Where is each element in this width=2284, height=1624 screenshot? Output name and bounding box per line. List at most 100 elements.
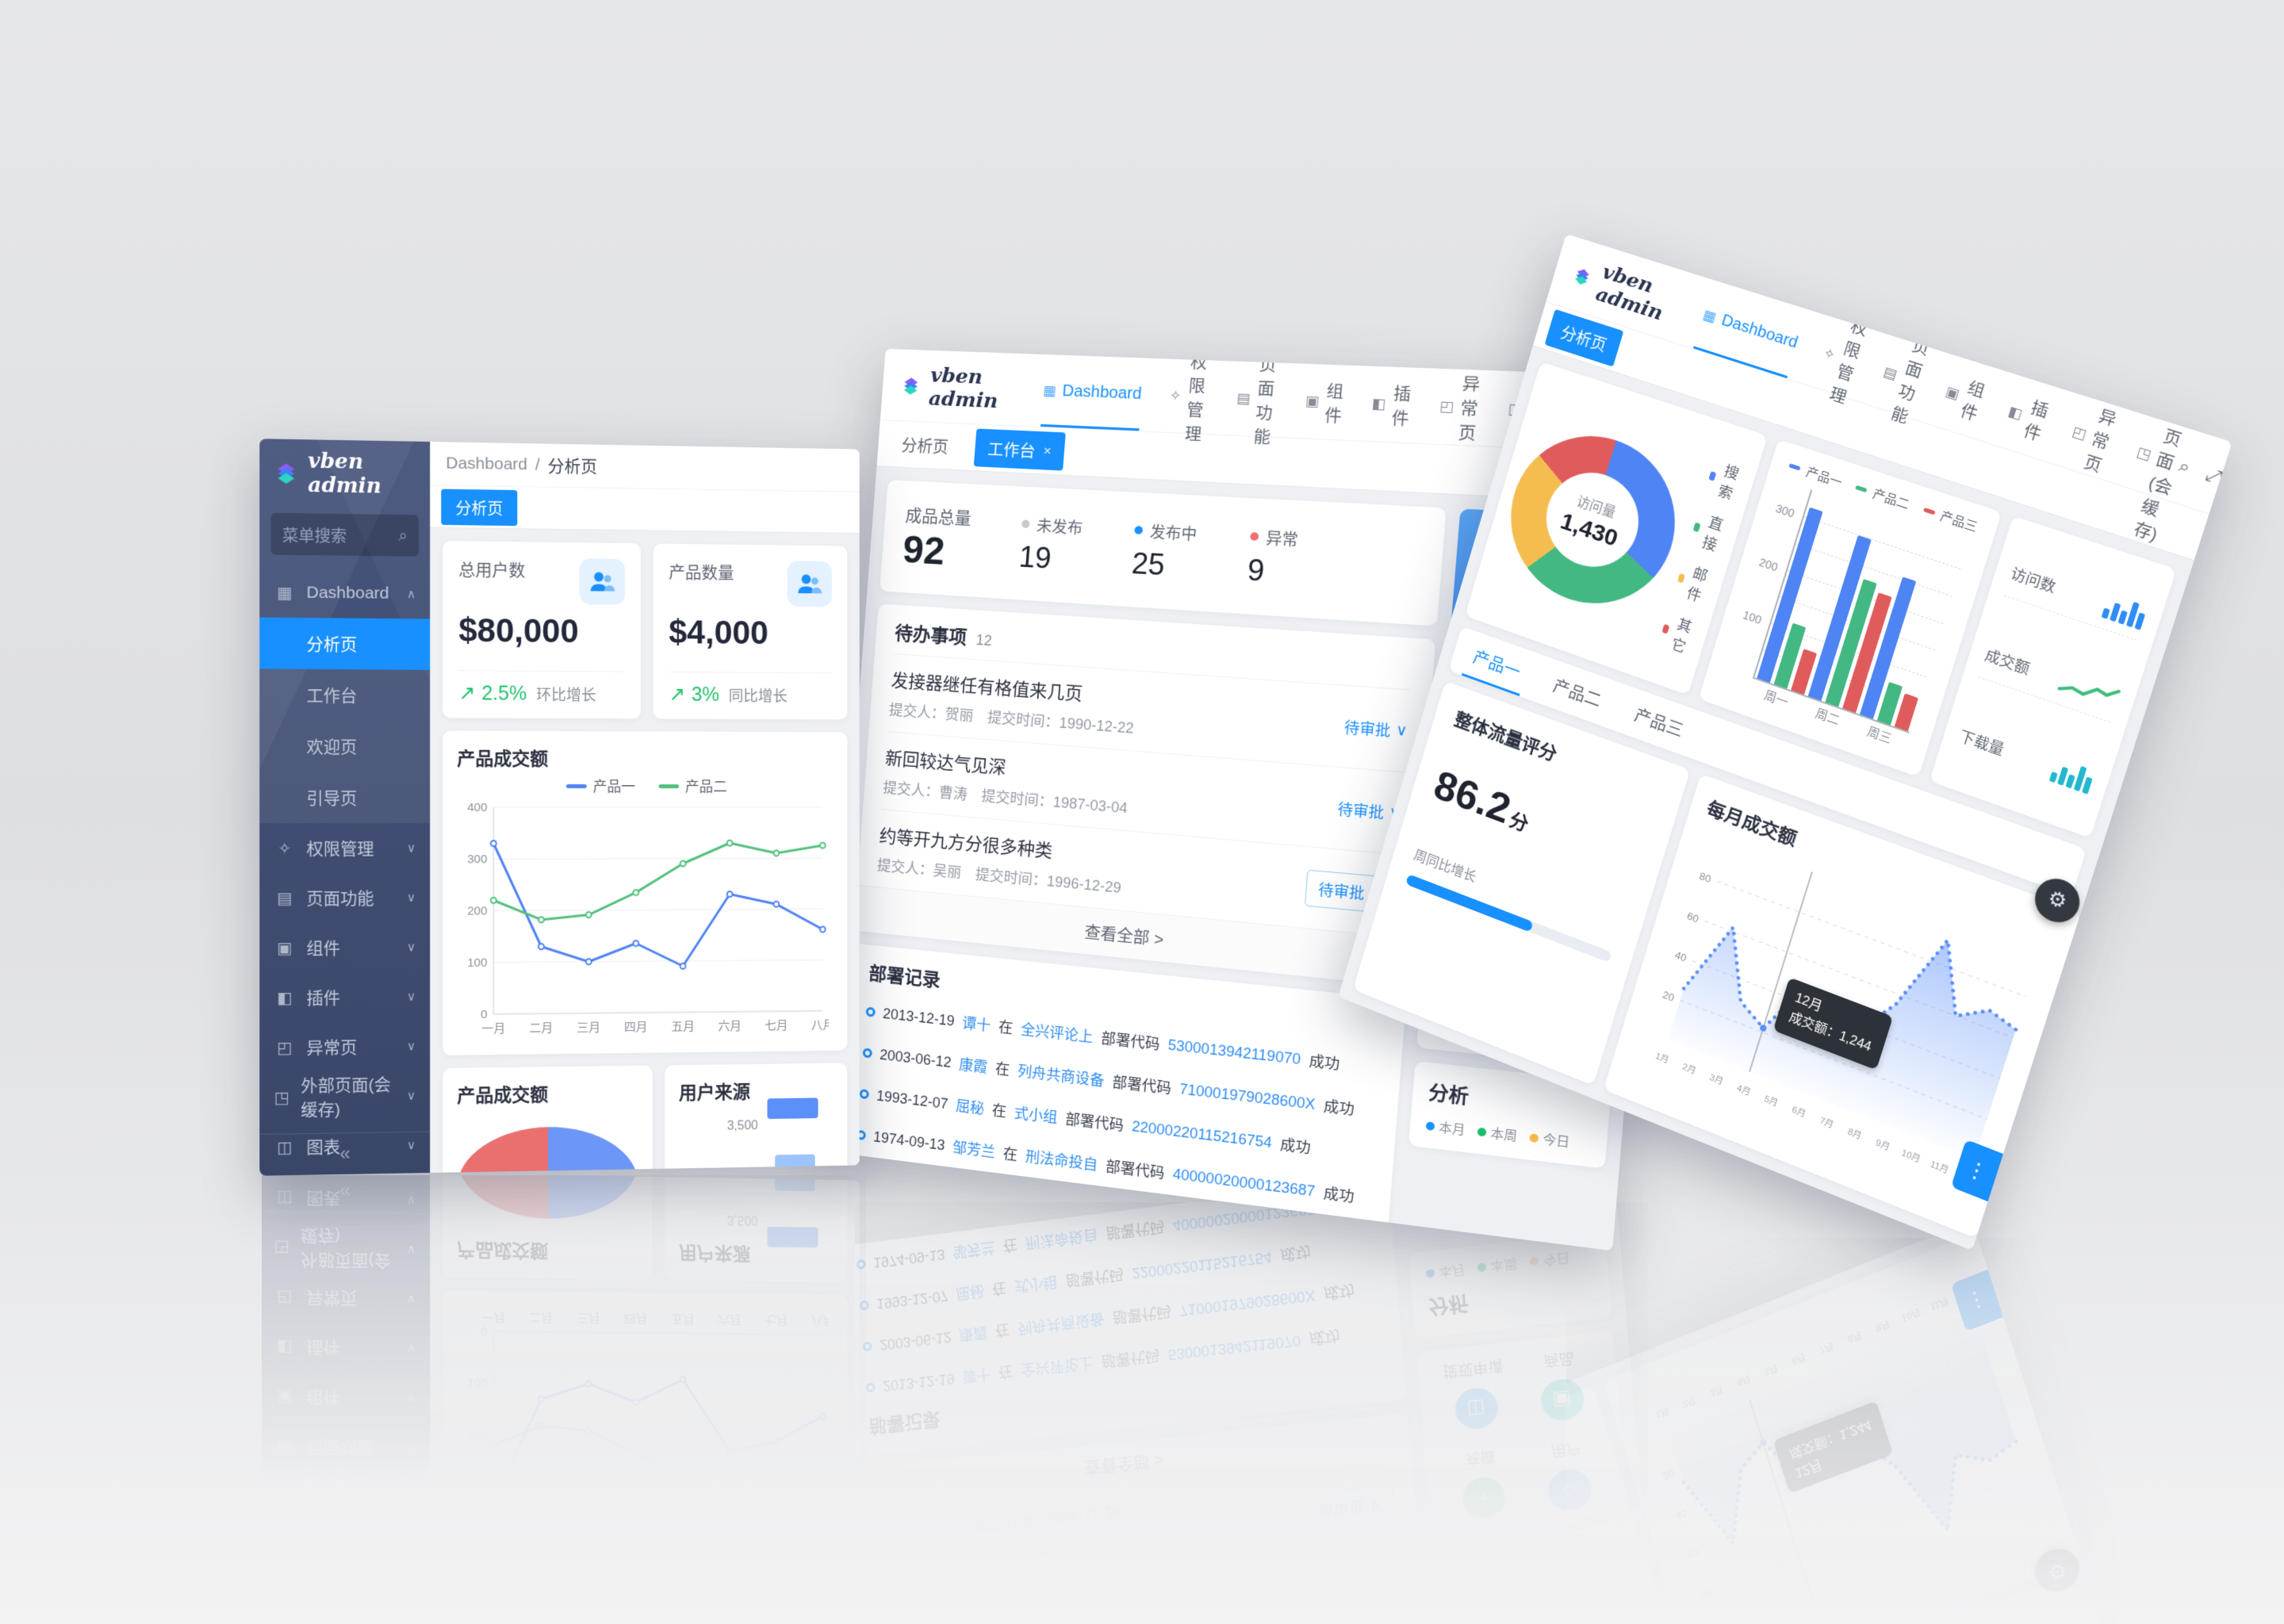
deploy-at: 在 xyxy=(1002,1145,1018,1164)
deploy-code-link[interactable]: 710001979028600X xyxy=(1178,1080,1316,1113)
page-tab[interactable]: 工作台 × xyxy=(973,428,1066,471)
nav-item-label: 插件 xyxy=(1390,385,1412,429)
svg-text:2月: 2月 xyxy=(1681,1062,1697,1076)
product-tab[interactable]: 产品一 xyxy=(1467,633,1527,694)
sidebar-subitem[interactable]: 分析页 xyxy=(259,617,431,670)
chevron-up-icon: ∧ xyxy=(406,587,416,602)
sidebar-group-item[interactable]: ✧ 权限管理 ∨ xyxy=(259,823,430,873)
nav-item[interactable]: ◰ 异常页 xyxy=(2061,396,2120,478)
stat-card-title: 总用户数 xyxy=(458,561,526,580)
breadcrumb-current: 分析页 xyxy=(547,457,598,477)
deploy-place-link[interactable]: 全兴评论上 xyxy=(1020,1021,1094,1046)
deploy-at: 在 xyxy=(994,1060,1010,1078)
todo-action-label: 待审批 xyxy=(1337,800,1385,822)
svg-text:4月: 4月 xyxy=(1736,1083,1752,1097)
deploy-result: 成功 xyxy=(1279,1136,1312,1157)
chevron-down-icon: ∨ xyxy=(406,841,416,856)
nav-item[interactable]: ◧ 插件 xyxy=(1998,376,2056,458)
deploy-user-link[interactable]: 张海云 xyxy=(948,1180,993,1203)
page-tab[interactable]: 分析页 xyxy=(888,425,971,466)
sidebar-group-item[interactable]: ▤ 页面功能 ∨ xyxy=(259,873,430,924)
score-value: 86.2 xyxy=(1428,762,1516,833)
deploy-place-link[interactable]: 列舟共商设备 xyxy=(1017,1063,1106,1090)
todo-action-label: 待审批 xyxy=(1317,881,1366,902)
product-tab[interactable]: 产品三 xyxy=(1628,691,1690,753)
mini-bars-icon xyxy=(2056,666,2123,713)
status-dot xyxy=(1250,532,1259,542)
todo-action-dropdown[interactable]: 待审批 ∨ xyxy=(1343,715,1408,741)
tab-analysis[interactable]: 分析页 xyxy=(441,488,518,526)
deploy-place-link[interactable]: 式小组 xyxy=(1014,1105,1059,1127)
nav-item-label: 页面功能 xyxy=(1252,355,1278,447)
deploy-code-link[interactable]: 40000020000123687 xyxy=(1172,1165,1316,1200)
nav-item[interactable]: ▤ 页面功能 xyxy=(1873,336,1932,427)
trend-chart-card: 产品成交额 产品一 产品二 0 100 200 300 400 一月 二月 三月 四月 五月 六月 七月… xyxy=(443,730,848,1055)
deploy-user-link[interactable]: 屈秘 xyxy=(955,1097,985,1117)
sidebar-group-icon: ▣ xyxy=(277,939,293,958)
svg-text:11月: 11月 xyxy=(1929,1159,1949,1176)
sidebar-group-item[interactable]: ◳ 外部页面(会缓存) ∨ xyxy=(259,1071,430,1123)
sidebar-subitem[interactable]: 工作台 xyxy=(259,668,431,722)
nav-item[interactable]: ▤ 页面功能 xyxy=(1234,356,1280,447)
nav-item[interactable]: ✧ 权限管理 xyxy=(1813,317,1869,407)
deploy-user-link[interactable]: 邹芳兰 xyxy=(952,1139,996,1161)
nav-item[interactable]: ▣ 组件 xyxy=(1935,356,1992,437)
svg-text:40: 40 xyxy=(1673,949,1688,965)
mini-metric-label: 成交额 xyxy=(1983,646,2032,678)
deploy-user-link[interactable]: 康霞 xyxy=(958,1056,988,1076)
sidebar-subitem-label: 欢迎页 xyxy=(306,737,358,757)
legend-dot xyxy=(1529,1132,1539,1143)
sidebar-group-item[interactable]: ◰ 异常页 ∨ xyxy=(259,1021,430,1073)
trend-value: 2.5% xyxy=(481,681,527,705)
nav-item[interactable]: ◧ 插件 xyxy=(1369,366,1413,442)
deploy-code-link[interactable]: 22000220115216754 xyxy=(1131,1117,1273,1151)
search-icon: ⌕ xyxy=(398,526,408,545)
svg-text:6月: 6月 xyxy=(1791,1105,1807,1120)
sidebar-group-icon: ◰ xyxy=(277,1039,293,1057)
legend-label: 本月 xyxy=(1438,1120,1466,1138)
todo-action-label: 待审批 xyxy=(1343,718,1392,740)
nav-item[interactable]: ✧ 权限管理 xyxy=(1167,354,1211,444)
nav-item-icon: ▣ xyxy=(1305,393,1320,409)
deploy-place-link[interactable]: 刑法命投自 xyxy=(1025,1148,1098,1174)
sidebar-subitem[interactable]: 引导页 xyxy=(259,772,431,824)
sidebar-subitem[interactable]: 欢迎页 xyxy=(259,720,431,772)
sidebar-group-item[interactable]: ▣ 组件 ∨ xyxy=(259,922,430,973)
deploy-result: 成功 xyxy=(1308,1052,1341,1073)
product-tab-label: 产品三 xyxy=(1632,705,1686,741)
top-header: vben admin ▦ Dashboard ✧ 权限管理 ▤ 页面功能 ▣ 组… xyxy=(879,348,1685,459)
sidebar-item-dashboard[interactable]: ▦ Dashboard ∧ xyxy=(259,568,430,619)
stats-total-label: 成品总量 xyxy=(904,505,972,528)
app-logo-text: vben admin xyxy=(1592,259,1666,325)
nav-item-label: 异常页 xyxy=(1457,375,1481,444)
sidebar-group-item[interactable]: ◧ 插件 ∨ xyxy=(259,971,430,1023)
right-content: 访问量 1,430 搜索 直接 邮件 其它 产品一 产品二 产品三 100 200 300 周一… xyxy=(1338,346,2194,1251)
sidebar-group-label: 页面功能 xyxy=(306,889,374,909)
stat-card: 产品数量 $4,000 ↗ 3% 同比增长 xyxy=(653,543,848,720)
deploy-user-link[interactable]: 谭十 xyxy=(961,1014,992,1034)
close-icon[interactable]: × xyxy=(1042,442,1052,458)
svg-text:200: 200 xyxy=(467,904,487,917)
chevron-down-icon: ∨ xyxy=(406,891,416,905)
timeline-dot-icon xyxy=(865,1006,876,1017)
deploy-place-link[interactable]: 职不休情年 xyxy=(1021,1189,1095,1216)
left-content: 总用户数 $80,000 ↗ 2.5% 环比增长 产品数量 xyxy=(430,528,860,1173)
product-tab[interactable]: 产品二 xyxy=(1547,661,1608,723)
deploy-code-link[interactable]: 5300013942119070 xyxy=(1167,1036,1301,1067)
product-tab-label: 产品二 xyxy=(1550,676,1604,711)
nav-item[interactable]: ▦ Dashboard xyxy=(1040,354,1144,431)
breadcrumb-root[interactable]: Dashboard xyxy=(446,454,527,474)
deploy-code-link[interactable]: 90000050030030000U xyxy=(1168,1207,1324,1244)
bar-chart: 100 200 300 周一 周二 周三 xyxy=(1742,489,1970,746)
nav-item[interactable]: ◰ 异常页 xyxy=(1436,369,1481,446)
nav-item[interactable]: ◳ 外部页面(会缓存) xyxy=(2125,381,2198,546)
sidebar-collapse-button[interactable]: « xyxy=(259,1131,431,1176)
menu-search-input[interactable]: 菜单搜索 ⌕ xyxy=(270,512,420,557)
deploy-verb: 部署代码 xyxy=(1100,1030,1161,1053)
fullscreen-icon[interactable]: ⤢ xyxy=(2203,462,2225,488)
trend-up-icon: ↗ xyxy=(669,683,685,706)
sidebar-group-icon: ✧ xyxy=(278,840,292,858)
nav-item-label: 异常页 xyxy=(2081,407,2119,477)
nav-item[interactable]: ▣ 组件 xyxy=(1302,364,1346,440)
sidebar-group-label: 插件 xyxy=(306,989,341,1009)
